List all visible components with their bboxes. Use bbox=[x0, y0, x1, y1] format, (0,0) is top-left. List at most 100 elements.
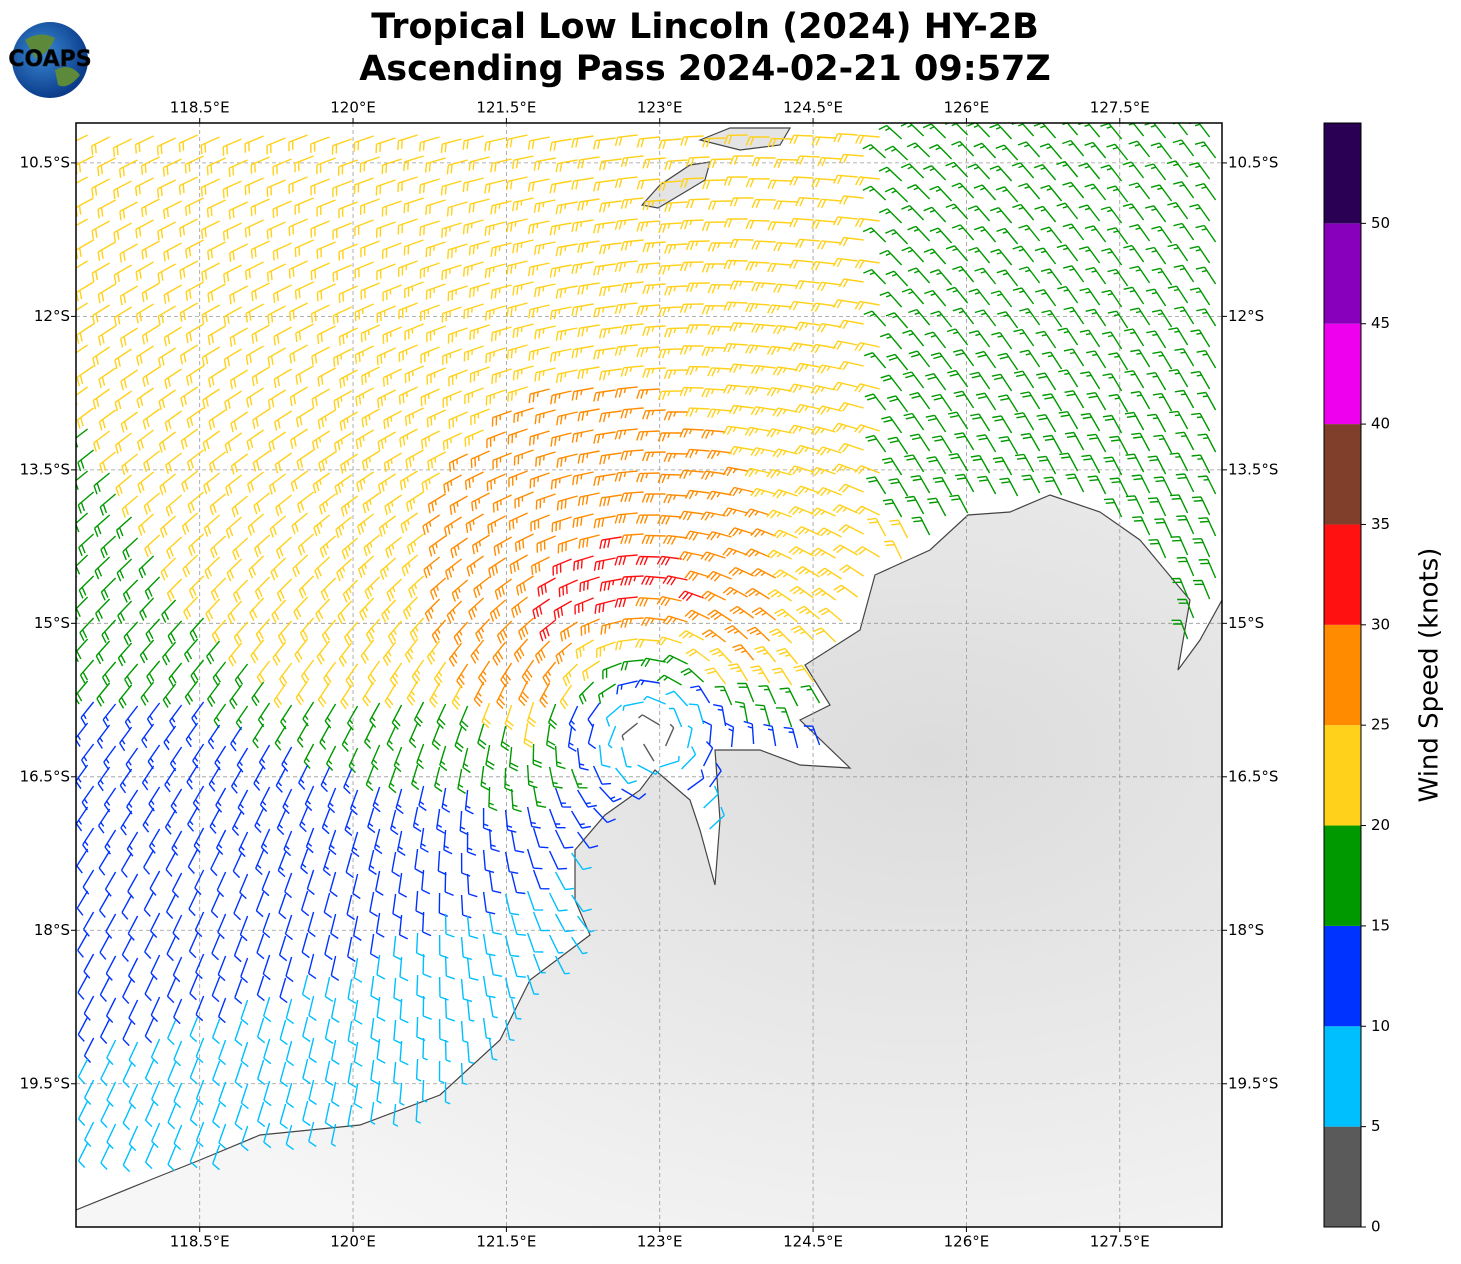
wind-barb bbox=[161, 599, 177, 623]
wind-barb bbox=[678, 551, 704, 562]
wind-barb bbox=[271, 599, 287, 624]
wind-barb bbox=[550, 474, 572, 490]
wind-barb bbox=[415, 1058, 422, 1082]
wind-barb bbox=[233, 894, 243, 921]
wind-barb bbox=[1154, 518, 1173, 538]
wind-barb bbox=[359, 156, 380, 173]
wind-barb bbox=[272, 200, 292, 219]
wind-barb bbox=[121, 495, 139, 518]
wind-barb bbox=[578, 681, 595, 705]
wind-barb bbox=[888, 478, 909, 497]
wind-barb bbox=[1107, 268, 1129, 287]
wind-barb bbox=[284, 914, 293, 941]
wind-barb bbox=[246, 387, 264, 408]
wind-barb bbox=[389, 662, 403, 688]
wind-barb bbox=[255, 618, 271, 643]
wind-barb bbox=[211, 1018, 221, 1045]
wind-barb bbox=[665, 690, 689, 707]
wind-barb bbox=[642, 157, 666, 169]
wind-barb bbox=[788, 546, 814, 557]
colorbar-tick-label: 0 bbox=[1371, 1218, 1381, 1236]
wind-barb bbox=[210, 892, 221, 919]
wind-barb bbox=[504, 704, 514, 731]
wind-barb bbox=[554, 871, 575, 891]
wind-barb bbox=[347, 1104, 353, 1128]
wind-barb bbox=[510, 914, 526, 936]
wind-barb bbox=[426, 367, 446, 385]
wind-barb bbox=[102, 703, 117, 728]
colorbar-tick-label: 35 bbox=[1371, 515, 1390, 533]
wind-barb bbox=[614, 260, 638, 272]
wind-barb bbox=[810, 466, 836, 477]
wind-barb bbox=[116, 558, 133, 582]
wind-barb bbox=[571, 261, 594, 275]
wind-barb bbox=[598, 326, 622, 339]
wind-barb bbox=[1040, 226, 1063, 244]
wind-barb bbox=[463, 261, 484, 277]
wind-barb bbox=[250, 156, 270, 174]
wind-barb bbox=[951, 140, 975, 157]
wind-barb bbox=[488, 1038, 498, 1061]
wind-barb bbox=[183, 596, 199, 620]
wind-barb bbox=[97, 241, 116, 261]
wind-barb bbox=[1195, 224, 1217, 243]
wind-barb bbox=[454, 726, 464, 753]
wind-barb bbox=[332, 222, 352, 240]
wind-barb bbox=[554, 955, 570, 975]
wind-barb bbox=[729, 238, 754, 249]
wind-barb bbox=[433, 661, 447, 687]
wind-barb bbox=[91, 178, 110, 198]
wind-barb bbox=[1145, 205, 1167, 223]
wind-barb bbox=[134, 135, 154, 154]
wind-barb bbox=[136, 345, 154, 366]
wind-barb bbox=[951, 182, 975, 199]
wind-barb bbox=[444, 1039, 451, 1063]
wind-barb bbox=[228, 159, 248, 178]
wind-barb bbox=[460, 1062, 468, 1086]
wind-barb bbox=[128, 1041, 139, 1067]
wind-barb bbox=[1131, 432, 1151, 452]
wind-barb bbox=[122, 978, 133, 1004]
wind-barb bbox=[686, 198, 710, 209]
wind-barb bbox=[257, 1059, 266, 1086]
wind-barb bbox=[642, 409, 666, 420]
wind-barb bbox=[598, 284, 622, 297]
wind-barb bbox=[864, 393, 887, 411]
wind-barb bbox=[95, 640, 111, 665]
wind-barb bbox=[167, 620, 183, 645]
wind-barb bbox=[556, 453, 578, 468]
wind-barb bbox=[577, 450, 600, 464]
wind-barb bbox=[312, 430, 330, 451]
wind-barb bbox=[510, 830, 525, 853]
wind-barb bbox=[854, 546, 880, 558]
wind-barb bbox=[333, 348, 352, 367]
wind-barb bbox=[1196, 391, 1217, 411]
wind-barb bbox=[1191, 496, 1211, 516]
wind-barb bbox=[599, 578, 622, 592]
wind-barb bbox=[355, 387, 374, 407]
wind-barb bbox=[700, 511, 726, 521]
wind-barb bbox=[98, 367, 116, 389]
wind-barb bbox=[1064, 431, 1085, 451]
wind-barb bbox=[354, 219, 374, 237]
wind-barb bbox=[468, 156, 490, 171]
wind-barb bbox=[767, 304, 792, 314]
wind-barb bbox=[399, 1082, 405, 1106]
wind-barb bbox=[167, 1145, 177, 1172]
wind-barb bbox=[992, 415, 1013, 434]
wind-barb bbox=[658, 138, 682, 150]
wind-barb bbox=[1189, 245, 1211, 264]
wind-barb bbox=[77, 1142, 89, 1168]
wind-barb bbox=[488, 786, 498, 812]
wind-barb bbox=[469, 282, 490, 298]
wind-barb bbox=[620, 197, 644, 209]
wind-barb bbox=[997, 352, 1019, 371]
wind-barb bbox=[788, 342, 814, 352]
wind-barb bbox=[179, 218, 198, 238]
wind-barb bbox=[360, 639, 375, 664]
wind-barb bbox=[348, 747, 359, 774]
wind-barb bbox=[744, 508, 770, 518]
wind-barb bbox=[1122, 161, 1145, 179]
wind-barb bbox=[1123, 286, 1145, 305]
